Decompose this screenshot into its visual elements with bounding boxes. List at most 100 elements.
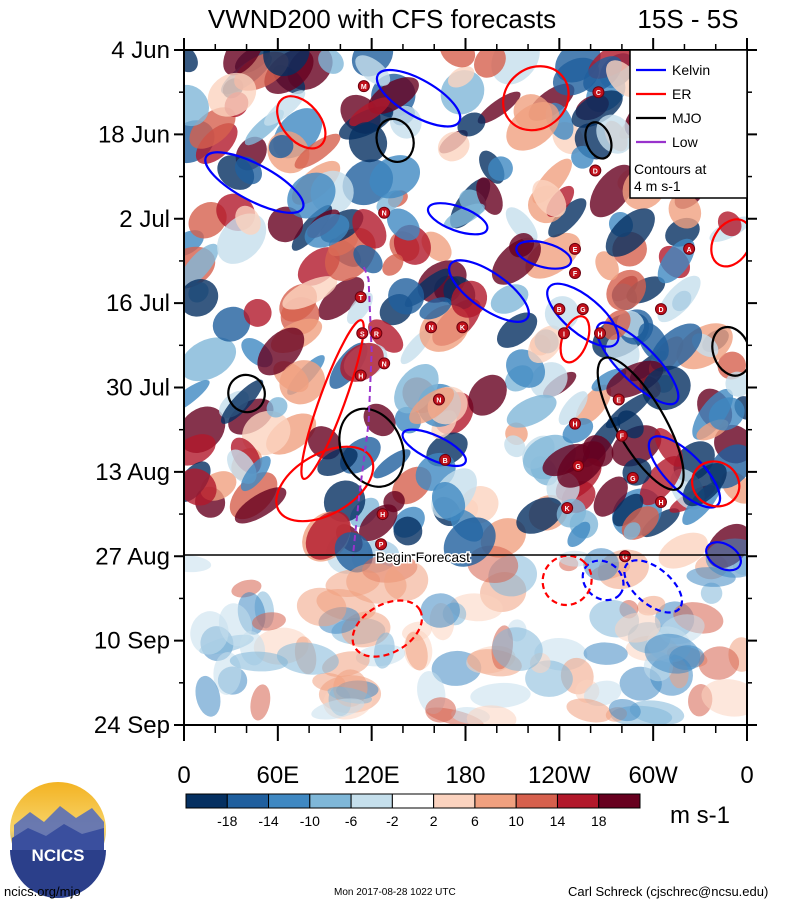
field-patch: [282, 276, 338, 310]
field-patch: [516, 497, 563, 534]
storm-label: D: [658, 307, 663, 314]
field-patch: [389, 105, 422, 139]
legend-label: ER: [672, 86, 691, 102]
storm-label: G: [630, 476, 636, 483]
storm-label: H: [658, 500, 663, 507]
ncics-logo: NCICS: [10, 782, 106, 898]
colorbar-label: -18: [217, 813, 237, 829]
field-patch: [606, 360, 664, 399]
field-patch: [327, 686, 373, 704]
field-patch: [558, 391, 588, 426]
kelvin-contour: [515, 240, 573, 270]
field-patch: [266, 397, 288, 418]
field-patch: [505, 207, 538, 244]
storm-label: C: [596, 90, 601, 97]
storm-label: K: [460, 325, 465, 332]
field-patch: [437, 131, 470, 162]
field-patch: [240, 456, 271, 492]
field-patch: [566, 698, 613, 723]
field-patch: [595, 251, 619, 281]
field-patch: [509, 233, 535, 258]
field-patch: [388, 278, 425, 315]
field-patch: [369, 155, 421, 199]
field-patch: [340, 342, 384, 382]
field-patch: [267, 206, 304, 243]
field-patch: [708, 397, 745, 431]
field-patch: [242, 410, 291, 456]
storm-label: H: [597, 331, 602, 338]
field-patch: [542, 443, 590, 477]
field-patch: [583, 642, 628, 665]
storm-symbol: [378, 357, 391, 370]
legend-label: Low: [672, 134, 699, 150]
field-patch: [466, 705, 517, 725]
field-patch: [669, 645, 705, 670]
storm-label: B: [443, 458, 448, 465]
field-patch: [457, 112, 486, 137]
field-patch: [231, 579, 262, 598]
field-patch: [468, 374, 507, 416]
logo-text: NCICS: [32, 846, 85, 865]
colorbar-bin: [598, 793, 641, 809]
er-contour: [300, 319, 365, 481]
colorbar-bin: [556, 793, 600, 809]
y-tick-label: 24 Sep: [94, 712, 170, 739]
legend-note-units: 4 m s-1: [634, 178, 681, 194]
field-patch: [532, 179, 567, 218]
field-patch: [304, 214, 350, 248]
colorbar-bin: [268, 793, 311, 809]
storm-label: H: [358, 373, 363, 380]
y-tick-label: 10 Sep: [94, 628, 170, 655]
y-tick-label: 30 Jul: [106, 375, 170, 402]
field-patch: [243, 298, 272, 327]
field-patch: [496, 312, 538, 348]
legend: Kelvin ER MJO Low Contours at4 m s-1: [629, 49, 748, 199]
field-patch: [605, 208, 655, 257]
colorbar-bin: [350, 793, 393, 809]
field-patch: [384, 560, 429, 601]
storm-label: G: [622, 554, 628, 561]
y-tick-label: 4 Jun: [111, 37, 170, 64]
colorbar-bin: [391, 793, 435, 809]
field-patch: [276, 642, 339, 675]
forecast-marker: Begin Forecast: [184, 548, 747, 567]
storm-label: P: [379, 542, 384, 549]
storm-label: E: [616, 398, 621, 405]
field-patch: [318, 50, 344, 74]
field-patch: [431, 481, 466, 522]
field-patch: [606, 269, 647, 311]
storm-label: N: [436, 398, 441, 405]
storm-symbol: [456, 321, 469, 334]
storm-symbol: [576, 303, 589, 316]
mjo-contour: [338, 407, 406, 488]
field-patch: [234, 487, 287, 524]
colorbar-label: 10: [508, 813, 524, 829]
field-patch: [701, 679, 747, 717]
storm-label: F: [573, 271, 578, 278]
field-patch: [318, 277, 365, 321]
field-patch: [184, 555, 212, 573]
storm-label: D: [593, 169, 598, 176]
kelvin-contour: [595, 321, 680, 406]
storm-symbol: [370, 327, 383, 340]
storm-symbol: [354, 291, 367, 304]
field-patch: [184, 379, 210, 416]
kelvin-contour: [705, 541, 742, 572]
field-patch: [352, 208, 387, 249]
field-patch: [443, 203, 485, 229]
field-patch: [425, 697, 457, 723]
field-patch: [639, 456, 683, 506]
chart-subtitle-latitude: 15S - 5S: [637, 4, 738, 34]
storm-label: T: [359, 295, 364, 302]
storm-symbol: [568, 242, 581, 255]
x-tick-label: 0: [740, 762, 753, 789]
colorbar: -18 -14 -10 -6 -2 2 6 10 14 18 m s-1: [185, 793, 730, 829]
storm-tracks: M C D N E A F T B G D S R N K I H N H N E H F B G G K H H P G: [354, 80, 696, 563]
storm-symbol: [654, 496, 667, 509]
field-patch: [682, 463, 727, 507]
field-patch: [548, 198, 587, 238]
field-patch: [420, 593, 460, 628]
field-patch: [287, 172, 336, 219]
field-patch: [698, 646, 740, 680]
